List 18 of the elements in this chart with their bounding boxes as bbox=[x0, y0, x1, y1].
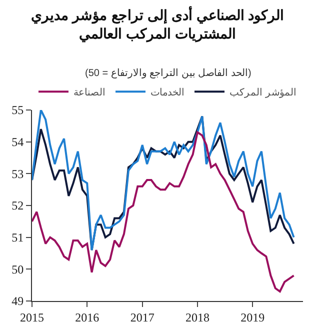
y-tick-label: 54 bbox=[12, 135, 24, 150]
x-tick-label: 2017 bbox=[130, 310, 154, 324]
y-tick-label: 49 bbox=[12, 294, 24, 308]
x-tick-label: 2016 bbox=[75, 310, 100, 324]
y-tick-label: 55 bbox=[12, 103, 24, 118]
chart-subtitle: (50 = الحد الفاصل بين التراجع والارتفاع) bbox=[85, 68, 252, 79]
line-series bbox=[32, 131, 295, 292]
chart-title: الركود الصناعي أدى إلى تراجع مؤشر مديري المشتريات المركب العالمي bbox=[30, 5, 284, 42]
legend-label: الصناعة bbox=[74, 88, 106, 99]
y-tick-label: 50 bbox=[12, 262, 24, 276]
x-tick-label: 2018 bbox=[185, 310, 210, 324]
y-tick-label: 53 bbox=[12, 166, 24, 181]
legend-label: الخدمات bbox=[150, 88, 184, 99]
legend-label: المؤشر المركب bbox=[230, 88, 296, 99]
y-tick-label: 51 bbox=[12, 230, 24, 245]
x-tick-label: 2019 bbox=[240, 310, 265, 324]
x-tick-label: 2015 bbox=[20, 310, 44, 324]
y-tick-label: 52 bbox=[12, 198, 24, 213]
